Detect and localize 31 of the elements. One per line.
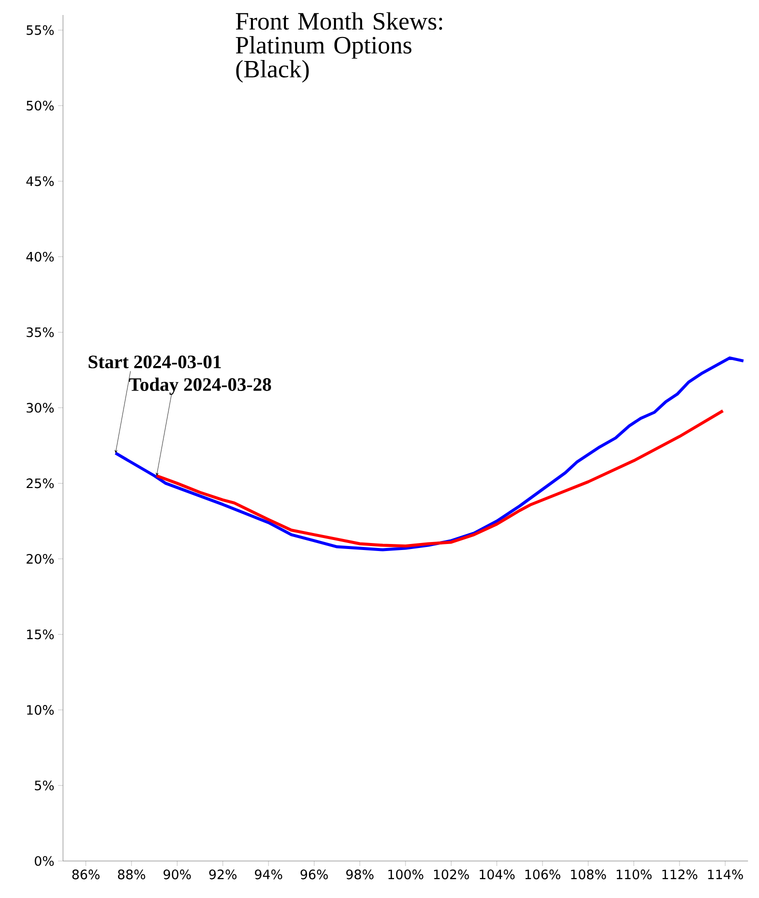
x-tick-label: 88% [118,870,146,880]
x-tick-label: 108% [571,870,606,880]
y-tick-label: 35% [26,327,54,338]
x-tick-label: 90% [164,870,191,880]
y-tick-label: 15% [27,629,54,640]
y-tick-label: 55% [26,25,54,35]
annotation: Start 2024-03-01 [88,356,221,368]
y-tick-label: 45% [26,176,54,186]
line-series [155,409,724,548]
y-tick-label: 30% [26,402,54,413]
y-tick-label: 25% [26,478,54,488]
y-tick-label: 40% [26,252,54,262]
y-tick-label: 10% [27,705,54,715]
annotation: Today 2024-03-28 [129,378,272,395]
x-tick-label: 114% [708,870,743,880]
x-tick-label: 112% [662,870,698,880]
y-tick-label: 20% [26,554,54,564]
y-tick-label: 0% [34,856,54,866]
x-tick-label: 92% [209,870,237,880]
x-tick-label: 110% [616,870,652,880]
x-tick-label: 94% [254,870,282,880]
x-tick-label: 100% [388,870,424,880]
x-tick-label: 102% [434,870,469,880]
x-tick-label: 98% [346,870,374,880]
x-tick-label: 106% [525,870,560,880]
y-tick-label: 50% [26,100,54,111]
x-tick-label: 96% [300,870,328,880]
x-tick-label: 104% [480,870,515,880]
x-tick-label: 86% [72,870,100,880]
text: Front Month Skews: Platinum Options (Black) [236,12,442,83]
y-tick-label: 5% [34,780,54,790]
